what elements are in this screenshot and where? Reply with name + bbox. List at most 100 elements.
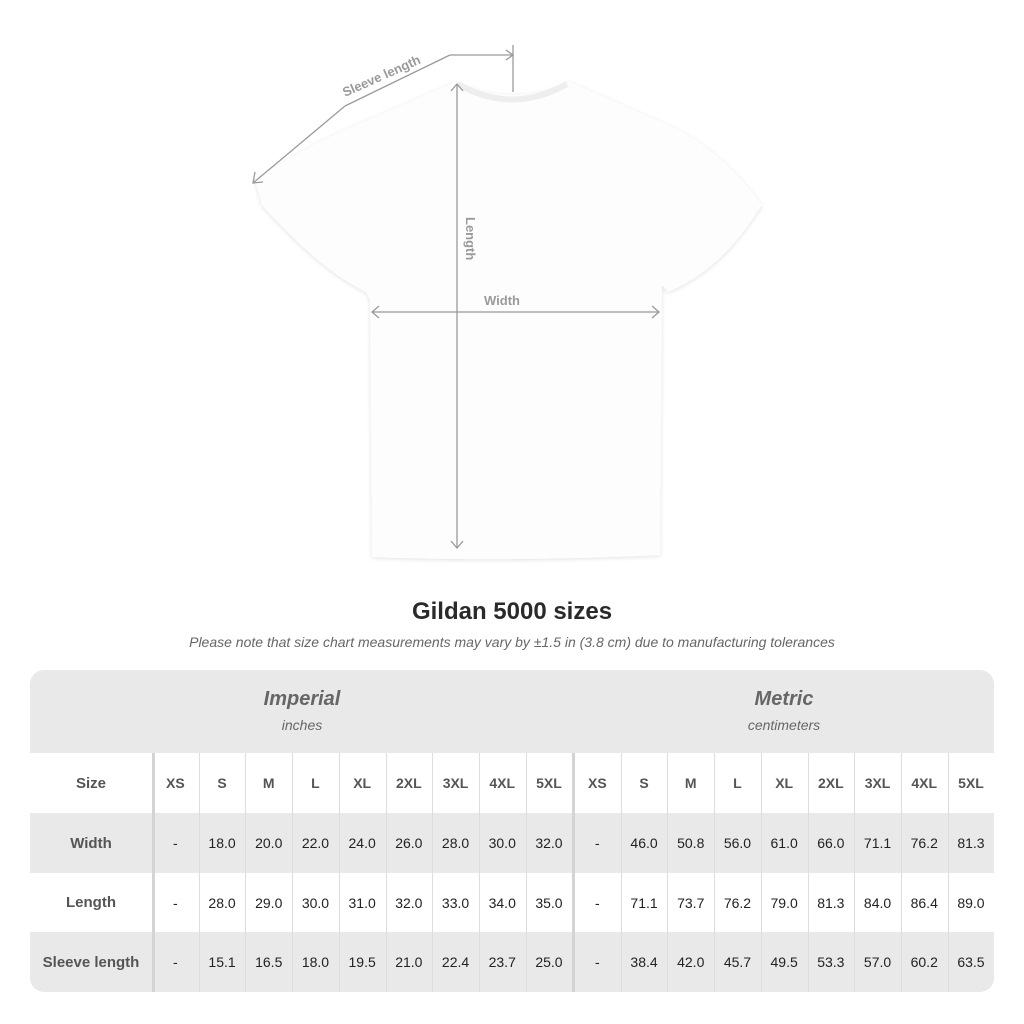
table-cell: 2XL [818,775,844,791]
table-cell: 81.3 [817,894,845,911]
table-cell: 34.0 [488,894,516,911]
table-cell: 30.0 [301,894,330,911]
table-row: Sleeve length - 15.1 16.5 18.0 19.5 21.0 22.4 23… [30,932,994,992]
table-cell: - [173,835,178,851]
column-divider [572,753,575,992]
table-cell: 18.0 [301,954,330,971]
table-cell: 50.8 [677,835,705,851]
column-divider [385,753,387,992]
sleeve-measure-line [252,105,346,184]
column-divider [338,753,340,992]
table-cell: - [595,894,600,911]
table-cell: - [595,835,600,851]
tshirt-diagram: Sleeve length Length Width [252,45,762,560]
metric-title: Metric [754,688,814,710]
table-cell: 15.1 [208,954,236,971]
table-row: Width - 18.0 20.0 22.0 24.0 26.0 28.0 30.0 32.0 - 4… [30,813,994,873]
table-cell: 24.0 [348,835,376,851]
column-divider [245,753,247,992]
table-cell: 66.0 [817,835,845,851]
table-cell: 71.1 [863,835,892,851]
column-divider [198,753,200,992]
table-cell: 20.0 [255,835,283,851]
column-divider [807,753,809,992]
metric-unit: centimeters [747,717,821,733]
table-cell: 26.0 [395,835,423,851]
table-cell: - [173,894,178,911]
table-cell: 30.0 [488,835,516,851]
table-cell: 5XL [958,775,984,791]
table-cell: 31.0 [348,894,376,911]
table-cell: 22.0 [301,835,330,851]
table-cell: 16.5 [255,954,283,971]
column-divider [478,753,480,992]
table-cell: 28.0 [441,835,470,851]
row-label: Size [75,774,106,792]
table-cell: 3XL [442,775,469,791]
row-label: Width [70,834,112,852]
table-cell: 84.0 [863,894,892,911]
table-cell: - [173,954,178,971]
table-cell: 56.0 [723,835,752,851]
table-cell: 73.7 [677,894,705,911]
row-label: Length [66,894,116,912]
table-cell: 45.7 [723,954,752,971]
table-cell: 35.0 [535,894,563,911]
table-cell: L [733,775,742,791]
table-cell: 71.1 [630,894,658,911]
table-cell: L [311,775,320,791]
table-cell: 18.0 [208,835,236,851]
table-cell: 81.3 [957,835,985,851]
column-divider [525,753,527,992]
table-cell: 22.4 [441,954,470,971]
table-cell: XS [588,775,607,791]
table-cell: 42.0 [677,954,705,971]
row-label: Sleeve length [42,953,140,971]
table-cell: 21.0 [395,954,423,971]
table-cell: S [639,775,649,791]
tolerance-note: Please note that size chart measurements… [189,634,835,650]
table-cell: S [217,775,227,791]
table-cell: 38.4 [630,954,658,971]
table-cell: 28.0 [208,894,236,911]
table-cell: 63.5 [957,954,985,971]
table-cell: M [262,775,275,791]
table-cell: 60.2 [910,954,938,971]
table-cell: 46.0 [630,835,658,851]
table-cell: 4XL [489,775,516,791]
column-divider [667,753,669,992]
table-cell: 25.0 [535,954,563,971]
size-chart-table: Imperial inches Metric centimeters Size X… [30,670,994,992]
width-label: Width [484,293,520,308]
imperial-header: Imperial inches [30,670,574,753]
column-divider [900,753,902,992]
table-cell: XL [775,775,794,791]
table-cell: 53.3 [817,954,845,971]
column-divider [432,753,434,992]
table-cell: 76.2 [723,894,752,911]
column-divider [620,753,622,992]
table-cell: 33.0 [441,894,470,911]
table-cell: - [595,954,600,971]
page-title: Gildan 5000 sizes [411,598,613,625]
tshirt-shape [255,82,762,560]
column-divider [760,753,762,992]
table-cell: XS [166,775,185,791]
table-cell: 23.7 [488,954,516,971]
imperial-title: Imperial [263,688,341,710]
column-divider [854,753,856,992]
table-cell: 32.0 [395,894,423,911]
column-divider [292,753,294,992]
column-divider [947,753,949,992]
table-cell: 4XL [911,775,938,791]
table-row: Length - 28.0 29.0 30.0 31.0 32.0 33.0 34.0 35.0 -… [30,873,994,933]
table-cell: 32.0 [535,835,563,851]
imperial-unit: inches [281,717,323,733]
sleeve-label: Sleeve length [340,52,423,100]
table-cell: 61.0 [770,835,798,851]
metric-header: Metric centimeters [574,670,994,753]
table-cell: 19.5 [348,954,376,971]
column-divider [714,753,716,992]
table-cell: M [684,775,697,791]
table-cell: 79.0 [770,894,798,911]
